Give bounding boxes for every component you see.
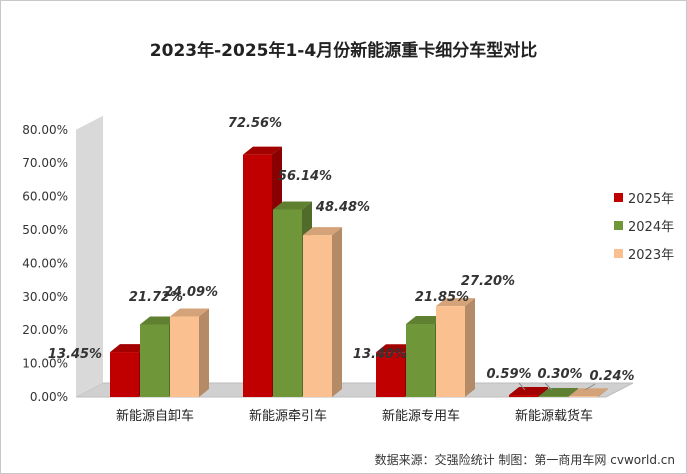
side-wall xyxy=(76,115,103,398)
back-wall xyxy=(103,115,633,384)
y-tick-label: 50.00% xyxy=(22,223,68,237)
bar-side xyxy=(598,388,608,397)
bar-top xyxy=(140,316,179,325)
bar xyxy=(406,324,435,397)
data-label: 0.30% xyxy=(537,367,582,382)
bar xyxy=(110,352,139,397)
data-label: 21.85% xyxy=(415,290,469,305)
data-label: 27.20% xyxy=(461,274,515,289)
x-category-label: 新能源载货车 xyxy=(515,408,593,424)
data-label: 21.72% xyxy=(129,290,183,305)
bar-top xyxy=(569,388,608,397)
bar xyxy=(539,395,568,397)
x-category-label: 新能源自卸车 xyxy=(116,408,194,424)
legend-swatch-2024 xyxy=(614,220,623,230)
bar-side xyxy=(199,308,209,397)
legend-item-2023: 2023年 xyxy=(614,242,674,264)
bar xyxy=(140,324,169,397)
bar-top xyxy=(509,387,548,396)
bar-side xyxy=(568,387,578,397)
bar-top xyxy=(273,201,312,210)
x-category-label: 新能源牵引车 xyxy=(249,408,327,424)
leader-line xyxy=(518,382,526,391)
data-label: 13.45% xyxy=(48,347,102,362)
bar-top xyxy=(243,146,282,155)
bar-top xyxy=(406,316,445,325)
chart-title: 2023年-2025年1-4月份新能源重卡细分车型对比 xyxy=(149,41,538,61)
bar-top xyxy=(170,308,209,317)
legend-item-2024: 2024年 xyxy=(614,214,674,236)
bar xyxy=(376,352,405,397)
data-label: 0.24% xyxy=(589,369,634,384)
legend-swatch-2023 xyxy=(614,248,623,258)
legend: 2025年 2024年 2023年 xyxy=(614,186,674,270)
y-tick-label: 80.00% xyxy=(22,123,68,137)
bar xyxy=(243,154,272,397)
y-tick-label: 10.00% xyxy=(22,357,68,371)
y-tick-label: 30.00% xyxy=(22,290,68,304)
legend-swatch-2025 xyxy=(614,192,623,202)
bar xyxy=(303,235,332,397)
bar xyxy=(509,395,538,397)
bar-side xyxy=(538,387,548,397)
data-label: 13.40% xyxy=(353,347,407,362)
bar-top xyxy=(110,344,149,353)
data-label: 48.48% xyxy=(315,200,370,215)
data-label: 24.09% xyxy=(164,285,218,300)
data-source-note: 数据来源：交强险统计 制图：第一商用车网 cvworld.cn xyxy=(374,453,675,467)
legend-item-2025: 2025年 xyxy=(614,186,674,208)
bar-top xyxy=(436,298,475,307)
data-label: 72.56% xyxy=(228,116,282,131)
y-tick-label: 0.00% xyxy=(30,390,68,404)
bar xyxy=(436,306,465,397)
bar xyxy=(569,396,598,397)
legend-label-2024: 2024年 xyxy=(628,219,675,235)
leader-line xyxy=(544,382,553,391)
bar xyxy=(170,316,199,397)
data-label: 0.59% xyxy=(486,367,531,382)
x-category-label: 新能源专用车 xyxy=(382,408,460,424)
legend-label-2025: 2025年 xyxy=(628,191,675,207)
bar-top xyxy=(376,344,415,353)
y-tick-label: 20.00% xyxy=(22,323,68,337)
bar-side xyxy=(332,227,342,397)
y-tick-label: 70.00% xyxy=(22,156,68,170)
bar-top xyxy=(539,387,578,396)
data-label: 56.14% xyxy=(278,169,332,184)
legend-label-2023: 2023年 xyxy=(628,247,675,263)
bar-top xyxy=(303,227,342,236)
bar-side xyxy=(465,298,475,397)
bar xyxy=(273,209,302,397)
leader-line xyxy=(584,383,596,391)
y-tick-label: 60.00% xyxy=(22,190,68,204)
y-tick-label: 40.00% xyxy=(22,256,68,270)
